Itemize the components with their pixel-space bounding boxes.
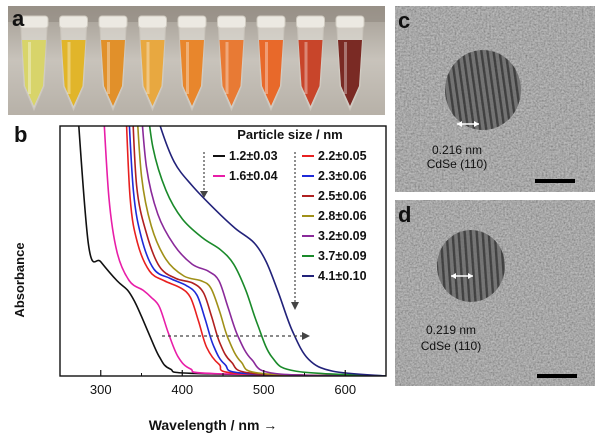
vial [138, 15, 167, 112]
vial [335, 15, 365, 112]
x-tick-label: 300 [90, 382, 112, 397]
nanocrystal-c [445, 50, 521, 130]
panel-b-spectra: 1.2±0.03 1.6±0.04 2.2±0.05 2.3±0.06 2.5±0.06… [8, 118, 393, 440]
panel-d-hrtem: 0.219 nm CdSe (110) d [395, 200, 595, 386]
legend-entry: 3.2±0.09 [318, 229, 367, 243]
vial-liquid [259, 40, 283, 106]
vial-liquid [22, 40, 46, 106]
legend-title: Particle size / nm [237, 127, 343, 142]
x-tick-label: 600 [334, 382, 356, 397]
vials-photo [8, 6, 385, 115]
vial-liquid [219, 40, 244, 106]
legend-entry: 2.5±0.06 [318, 189, 367, 203]
series-line [159, 126, 386, 376]
vial [217, 15, 246, 112]
trend-arrows [162, 152, 310, 340]
vial-liquid [180, 40, 204, 106]
panel-label-c: c [398, 8, 411, 33]
legend-entry: 2.2±0.05 [318, 149, 367, 163]
arrow-right-head [291, 302, 299, 310]
spacing-text-c: 0.216 nm [432, 143, 482, 157]
vial [19, 15, 49, 112]
series-line [132, 126, 386, 376]
hrtem-image-d: 0.219 nm CdSe (110) [395, 200, 595, 386]
y-axis-label: Absorbance [12, 242, 27, 317]
x-tick-label: 400 [171, 382, 193, 397]
series-line [137, 126, 386, 376]
plane-text-d: CdSe (110) [421, 339, 481, 353]
series-line [141, 126, 386, 376]
series-line [125, 126, 386, 376]
vial [256, 15, 286, 112]
panel-label-b: b [14, 122, 28, 147]
series-line [148, 126, 386, 376]
legend-entry: 3.7±0.09 [318, 249, 367, 263]
arrow-horizontal-head [302, 332, 310, 340]
vial [59, 15, 88, 112]
spacing-text-d: 0.219 nm [426, 323, 476, 337]
vial-liquid [338, 40, 362, 106]
panel-a-photo: a [8, 6, 385, 115]
vial [296, 15, 325, 112]
x-axis-label: Wavelength / nm → [149, 417, 278, 433]
legend-entry: 4.1±0.10 [318, 269, 367, 283]
arrow-left-head [200, 191, 208, 198]
panel-label-a: a [12, 6, 25, 31]
series-line [103, 126, 386, 376]
legend-entry: 2.8±0.06 [318, 209, 367, 223]
absorbance-chart: 1.2±0.03 1.6±0.04 2.2±0.05 2.3±0.06 2.5±0.06… [12, 125, 387, 433]
vial [98, 15, 128, 112]
panel-c-hrtem: 0.216 nm CdSe (110) c [395, 6, 595, 192]
plane-text-c: CdSe (110) [427, 157, 487, 171]
hrtem-image-c: 0.216 nm CdSe (110) [395, 6, 595, 192]
legend-entry: 1.6±0.04 [229, 169, 278, 183]
vial-liquid [298, 40, 323, 106]
legend-entry: 2.3±0.06 [318, 169, 367, 183]
vial-liquid [61, 40, 86, 106]
series-line [128, 126, 386, 376]
vial [177, 15, 207, 112]
legend-entry: 1.2±0.03 [229, 149, 278, 163]
panel-label-d: d [398, 202, 412, 227]
vial-liquid [140, 40, 165, 106]
x-tick-label: 500 [253, 382, 275, 397]
vial-liquid [101, 40, 125, 106]
series-line [78, 126, 386, 376]
nanocrystal-d [437, 230, 505, 302]
